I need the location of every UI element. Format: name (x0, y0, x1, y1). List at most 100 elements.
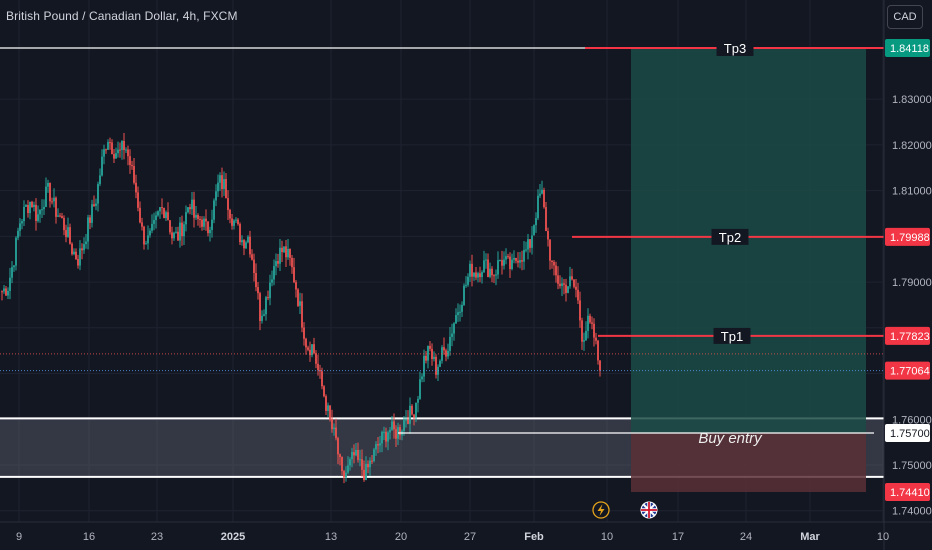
candle-body (349, 459, 351, 466)
candle-body (539, 193, 541, 196)
price-tag-stop[interactable] (885, 482, 930, 501)
candle (367, 460, 369, 474)
candle-body (125, 149, 127, 151)
candle-body (121, 140, 123, 151)
candle-body (353, 452, 355, 456)
candle-body (117, 149, 119, 154)
price-levels[interactable]: Tp3 Tp2 Tp1 Buy entry (0, 40, 884, 447)
candle-body (231, 218, 233, 226)
candle (17, 227, 19, 241)
candle (65, 224, 67, 243)
candle-body (29, 201, 31, 214)
candle-body (215, 191, 217, 201)
candle-body (255, 272, 257, 288)
candle-body (37, 214, 39, 221)
candle-body (463, 285, 465, 305)
candle-body (385, 431, 387, 442)
candle (225, 173, 227, 199)
candle-body (351, 452, 353, 460)
candle (71, 242, 73, 256)
candle-body (523, 249, 525, 262)
candle-body (499, 260, 501, 262)
price-tag-tp1[interactable] (885, 326, 930, 345)
currency-button[interactable]: CAD (887, 5, 923, 29)
candle (11, 260, 13, 284)
candle (549, 239, 551, 270)
candle (353, 444, 355, 464)
candle (179, 216, 181, 248)
candle (491, 266, 493, 283)
candle-body (105, 149, 107, 151)
candle (61, 212, 63, 219)
candle-body (129, 156, 131, 166)
candle-body (433, 356, 435, 359)
candle (133, 158, 135, 185)
candle-body (521, 260, 523, 262)
price-tag-tp2[interactable] (885, 227, 930, 246)
candle-body (75, 251, 77, 260)
tp1-label-bg (713, 327, 751, 344)
candle-body (459, 311, 461, 313)
candle (395, 425, 397, 447)
candle-body (217, 182, 219, 192)
candle-body (233, 220, 235, 226)
candle (489, 262, 491, 279)
candle (435, 354, 437, 379)
candle (315, 350, 317, 369)
candle-body (327, 405, 329, 411)
time-tick-label: 16 (83, 531, 95, 543)
candle-body (511, 259, 513, 270)
candle (15, 236, 17, 271)
candle-body (357, 449, 359, 460)
time-tick-label: 23 (151, 531, 163, 543)
candle-body (377, 444, 379, 446)
candle (471, 254, 473, 287)
price-tag-current[interactable] (885, 361, 930, 380)
candle-body (281, 247, 283, 253)
price-tick-label: 1.76000 (892, 414, 932, 426)
candle-body (155, 215, 157, 220)
time-tick-label: Mar (800, 531, 820, 543)
candle (123, 132, 125, 160)
price-axis[interactable]: 1.83000 1.82000 1.81000 1.79000 1.76000 1.750… (883, 0, 932, 550)
candle-body (405, 419, 407, 421)
tp3-label-bg (716, 40, 754, 56)
candle (355, 442, 357, 457)
candle-body (597, 340, 599, 361)
candle-body (93, 204, 95, 206)
time-axis[interactable]: 9 16 23 2025 13 20 27 Feb 10 17 24 Mar 10 (0, 521, 932, 543)
candle (157, 210, 159, 217)
candle (281, 240, 283, 262)
candle-body (41, 209, 43, 211)
candle (273, 259, 275, 286)
candle (127, 145, 129, 166)
candle (433, 351, 435, 362)
candle (369, 457, 371, 476)
candle (453, 322, 455, 341)
candle-body (189, 207, 191, 210)
candle (443, 337, 445, 355)
price-tag-tp3-text: 1.84118 (890, 43, 929, 55)
candle (437, 364, 439, 382)
candle (393, 413, 395, 439)
lightning-icon[interactable] (592, 501, 610, 519)
candle-body (453, 323, 455, 334)
candle (341, 456, 343, 476)
candle (439, 359, 441, 368)
candle-body (469, 263, 471, 277)
price-tick-label: 1.83000 (892, 94, 932, 106)
candle (379, 436, 381, 453)
candle-body (299, 301, 301, 306)
uk-flag-icon[interactable] (640, 501, 658, 519)
price-tick-label: 1.75000 (892, 460, 932, 472)
candle-body (161, 207, 163, 209)
event-markers[interactable] (592, 501, 658, 519)
price-tag-entry[interactable] (885, 423, 930, 442)
candle-body (465, 284, 467, 286)
candle-body (517, 260, 519, 263)
candle (253, 253, 255, 282)
candle-body (311, 344, 313, 356)
price-tag-tp3[interactable] (885, 39, 930, 57)
candle (531, 226, 533, 255)
